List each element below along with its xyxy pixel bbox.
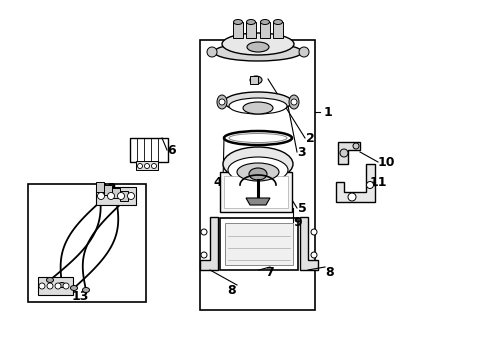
- Bar: [220, 218, 298, 270]
- Circle shape: [291, 99, 297, 105]
- Ellipse shape: [246, 19, 255, 24]
- Text: 1: 1: [323, 105, 332, 118]
- Ellipse shape: [207, 47, 217, 57]
- Bar: [38, 277, 73, 295]
- Ellipse shape: [222, 33, 294, 55]
- Ellipse shape: [237, 163, 279, 181]
- Ellipse shape: [47, 278, 53, 283]
- Text: 4: 4: [214, 176, 222, 189]
- Circle shape: [127, 193, 134, 199]
- Circle shape: [39, 283, 45, 289]
- Circle shape: [107, 193, 115, 199]
- Circle shape: [201, 252, 207, 258]
- Text: 2: 2: [306, 131, 315, 144]
- Text: 13: 13: [72, 291, 89, 303]
- Polygon shape: [200, 217, 218, 270]
- Ellipse shape: [229, 134, 287, 143]
- Text: 9: 9: [294, 216, 302, 229]
- Bar: [260, 22, 270, 38]
- Ellipse shape: [353, 143, 359, 149]
- Ellipse shape: [340, 149, 348, 157]
- Bar: [96, 182, 104, 192]
- Ellipse shape: [58, 283, 66, 288]
- Ellipse shape: [214, 43, 302, 61]
- Bar: [220, 172, 292, 212]
- Ellipse shape: [243, 102, 273, 114]
- Text: 12: 12: [99, 181, 117, 194]
- Text: 8: 8: [326, 266, 334, 279]
- Circle shape: [118, 193, 124, 199]
- Circle shape: [348, 193, 356, 201]
- Bar: [273, 22, 283, 38]
- Ellipse shape: [228, 157, 288, 183]
- Bar: [136, 161, 158, 170]
- Ellipse shape: [71, 285, 77, 291]
- Ellipse shape: [247, 42, 269, 52]
- Text: 3: 3: [298, 145, 306, 158]
- Bar: [224, 176, 288, 208]
- Ellipse shape: [289, 95, 299, 109]
- Circle shape: [63, 283, 69, 289]
- Bar: [250, 76, 258, 84]
- Ellipse shape: [249, 168, 267, 180]
- Circle shape: [98, 193, 104, 199]
- Bar: [28, 184, 146, 302]
- Circle shape: [138, 163, 143, 168]
- Polygon shape: [336, 164, 375, 202]
- Circle shape: [311, 252, 317, 258]
- Ellipse shape: [273, 19, 283, 24]
- Ellipse shape: [82, 288, 90, 292]
- Text: 5: 5: [297, 202, 306, 215]
- Text: 10: 10: [377, 156, 395, 168]
- Text: 11: 11: [369, 176, 387, 189]
- Bar: [104, 185, 112, 195]
- Bar: [120, 191, 128, 201]
- Ellipse shape: [229, 98, 287, 114]
- Circle shape: [367, 181, 373, 189]
- Ellipse shape: [299, 47, 309, 57]
- Ellipse shape: [223, 147, 293, 181]
- Polygon shape: [246, 198, 270, 205]
- Circle shape: [47, 283, 53, 289]
- Bar: [246, 22, 256, 38]
- Circle shape: [145, 163, 149, 168]
- Ellipse shape: [250, 76, 262, 84]
- Bar: [225, 223, 293, 265]
- Ellipse shape: [224, 131, 292, 145]
- Ellipse shape: [261, 19, 270, 24]
- Ellipse shape: [224, 92, 292, 112]
- Polygon shape: [338, 142, 360, 164]
- Bar: [233, 22, 243, 38]
- Text: 8: 8: [228, 284, 236, 297]
- Circle shape: [219, 99, 225, 105]
- Bar: [96, 187, 136, 205]
- Circle shape: [151, 163, 156, 168]
- Circle shape: [55, 283, 61, 289]
- Text: 7: 7: [266, 266, 274, 279]
- Ellipse shape: [234, 19, 243, 24]
- Bar: [200, 40, 315, 310]
- Bar: [112, 188, 120, 198]
- Text: 6: 6: [168, 144, 176, 157]
- Ellipse shape: [217, 95, 227, 109]
- Circle shape: [311, 229, 317, 235]
- Bar: [130, 138, 168, 162]
- Circle shape: [201, 229, 207, 235]
- Polygon shape: [300, 217, 318, 270]
